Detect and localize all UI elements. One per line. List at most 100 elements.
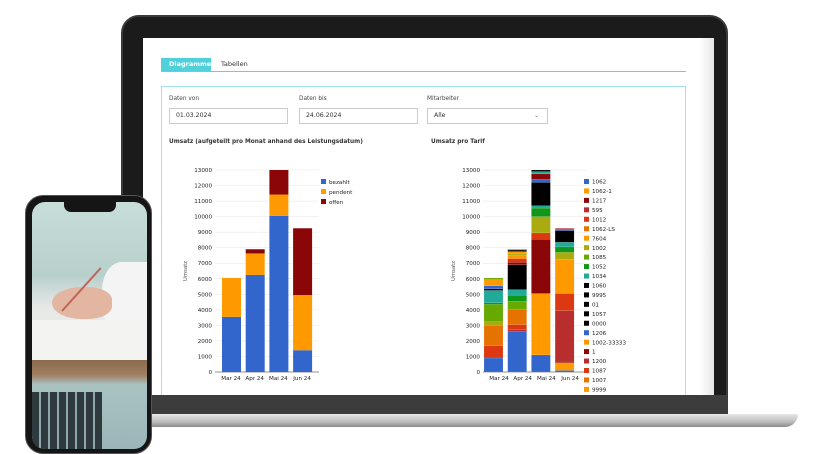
legend-label: offen xyxy=(329,200,344,206)
legend-swatch xyxy=(584,339,589,345)
date-to-input[interactable]: 24.06.2024 xyxy=(299,108,418,124)
phone-notch xyxy=(64,202,116,212)
laptop-screen: Diagramme Tabellen Daten von 01.03.2024 … xyxy=(143,38,714,395)
y-tick-label: 1000 xyxy=(466,354,481,360)
bar-segment-7604 xyxy=(483,279,504,286)
legend-label: 1062-1 xyxy=(592,189,612,195)
bar-segment-1085 xyxy=(507,301,527,310)
legend-label: bezahlt xyxy=(329,180,350,186)
bar-segment-1062-1 xyxy=(554,259,575,294)
y-tick-label: 3000 xyxy=(466,323,481,329)
legend-label: 1062-LS xyxy=(592,227,615,233)
date-from-input[interactable]: 01.03.2024 xyxy=(169,108,288,124)
employee-value: Alle xyxy=(434,112,446,119)
bar-segment-1085 xyxy=(483,277,504,280)
bar-segment-1034 xyxy=(531,205,551,209)
bar-segment-1012 xyxy=(531,232,551,240)
y-tick-label: 11000 xyxy=(194,199,212,205)
legend-swatch xyxy=(584,377,589,383)
bar-segment-1034 xyxy=(483,290,504,304)
legend-label: 1007 xyxy=(592,378,607,384)
bar-segment-1062-1 xyxy=(507,251,527,255)
y-tick-label: 10000 xyxy=(194,215,212,221)
bar-segment-1085 xyxy=(483,304,504,322)
legend-swatch xyxy=(584,320,589,326)
bar-segment-bezahlt xyxy=(293,350,313,372)
bar-segment-1060 xyxy=(531,182,551,206)
y-tick-label: 8000 xyxy=(466,246,481,252)
bar-segment-1085 xyxy=(507,249,527,251)
y-tick-label: 6000 xyxy=(466,277,481,283)
legend-label: 1 xyxy=(592,350,596,356)
photo-hand xyxy=(52,287,112,319)
legend-swatch xyxy=(321,189,326,194)
bar-segment-1012 xyxy=(554,293,575,311)
tab-tabellen[interactable]: Tabellen xyxy=(221,60,248,68)
y-tick-label: 13000 xyxy=(194,168,212,174)
legend-swatch xyxy=(584,368,589,373)
bar-segment-1 xyxy=(554,360,575,363)
bar-segment-bezahlt xyxy=(269,215,289,372)
chart1-title: Umsatz (aufgeteilt pro Monat anhand des … xyxy=(169,139,363,145)
legend-label: 1060 xyxy=(592,284,607,290)
legend-swatch xyxy=(584,264,589,270)
bar-segment-1060 xyxy=(507,264,527,290)
chart2-title: Umsatz pro Tarif xyxy=(431,139,485,145)
employee-select[interactable]: Alle ⌄ xyxy=(427,108,548,124)
y-tick-label: 6000 xyxy=(198,277,213,283)
bar-segment-1002 xyxy=(531,216,551,234)
y-tick-label: 11000 xyxy=(462,199,480,205)
x-tick-label: Jun 24 xyxy=(560,376,579,382)
bar-segment-bezahlt xyxy=(222,316,241,372)
y-tick-label: 4000 xyxy=(198,308,213,314)
legend-label: 1057 xyxy=(592,312,607,318)
bar-segment-offen xyxy=(269,170,289,195)
bar-segment-1052 xyxy=(483,302,504,305)
bar-segment-1200 xyxy=(507,329,527,332)
laptop-base xyxy=(110,414,798,427)
y-tick-label: 9000 xyxy=(466,230,481,236)
laptop-chin xyxy=(121,395,728,415)
legend-swatch xyxy=(584,188,589,194)
legend-swatch xyxy=(584,292,589,298)
legend-swatch xyxy=(584,235,589,241)
legend-label: 9995 xyxy=(592,293,607,299)
bar-segment-1034 xyxy=(554,242,575,248)
chevron-down-icon: ⌄ xyxy=(533,112,539,119)
legend-swatch xyxy=(584,216,589,222)
legend-label: 1002-33333 xyxy=(592,340,626,346)
bar-segment-1062 xyxy=(531,354,551,373)
bar-segment-1002 xyxy=(507,253,527,256)
bar-segment-1217 xyxy=(507,262,527,265)
legend-label: 01 xyxy=(592,302,600,308)
legend-swatch xyxy=(584,358,589,364)
legend-label: 1034 xyxy=(592,274,607,280)
y-tick-label: 2000 xyxy=(198,339,213,345)
y-tick-label: 10000 xyxy=(462,215,480,221)
bar-segment-1060 xyxy=(483,288,504,291)
y-tick-label: 0 xyxy=(208,370,212,376)
x-tick-label: Mai 24 xyxy=(537,376,556,382)
y-tick-label: 3000 xyxy=(198,323,213,329)
employee-label: Mitarbeiter xyxy=(427,96,459,102)
tab-diagramme[interactable]: Diagramme xyxy=(161,58,211,71)
bar-segment-1062 xyxy=(483,357,504,373)
legend-label: 7604 xyxy=(592,236,607,242)
y-tick-label: 1000 xyxy=(198,354,213,360)
legend-label: 1206 xyxy=(592,331,607,337)
bar-segment-1217 xyxy=(531,238,551,294)
legend-label: 1002 xyxy=(592,246,606,252)
legend-label: 595 xyxy=(592,208,603,214)
bar-segment-pendent xyxy=(293,295,313,351)
x-tick-label: Mai 24 xyxy=(269,376,288,382)
legend-swatch xyxy=(584,301,589,307)
bar-segment-1002 xyxy=(554,252,575,260)
bar-segment-1052 xyxy=(531,207,551,217)
bar-segment-1087 xyxy=(507,324,527,330)
legend-label: 0000 xyxy=(592,321,607,327)
bar-segment-1206 xyxy=(483,285,504,290)
bar-segment-1206 xyxy=(554,228,575,231)
x-tick-label: Mar 24 xyxy=(221,376,241,382)
legend-label: pendent xyxy=(329,190,353,196)
bar-segment-1012 xyxy=(507,258,527,263)
